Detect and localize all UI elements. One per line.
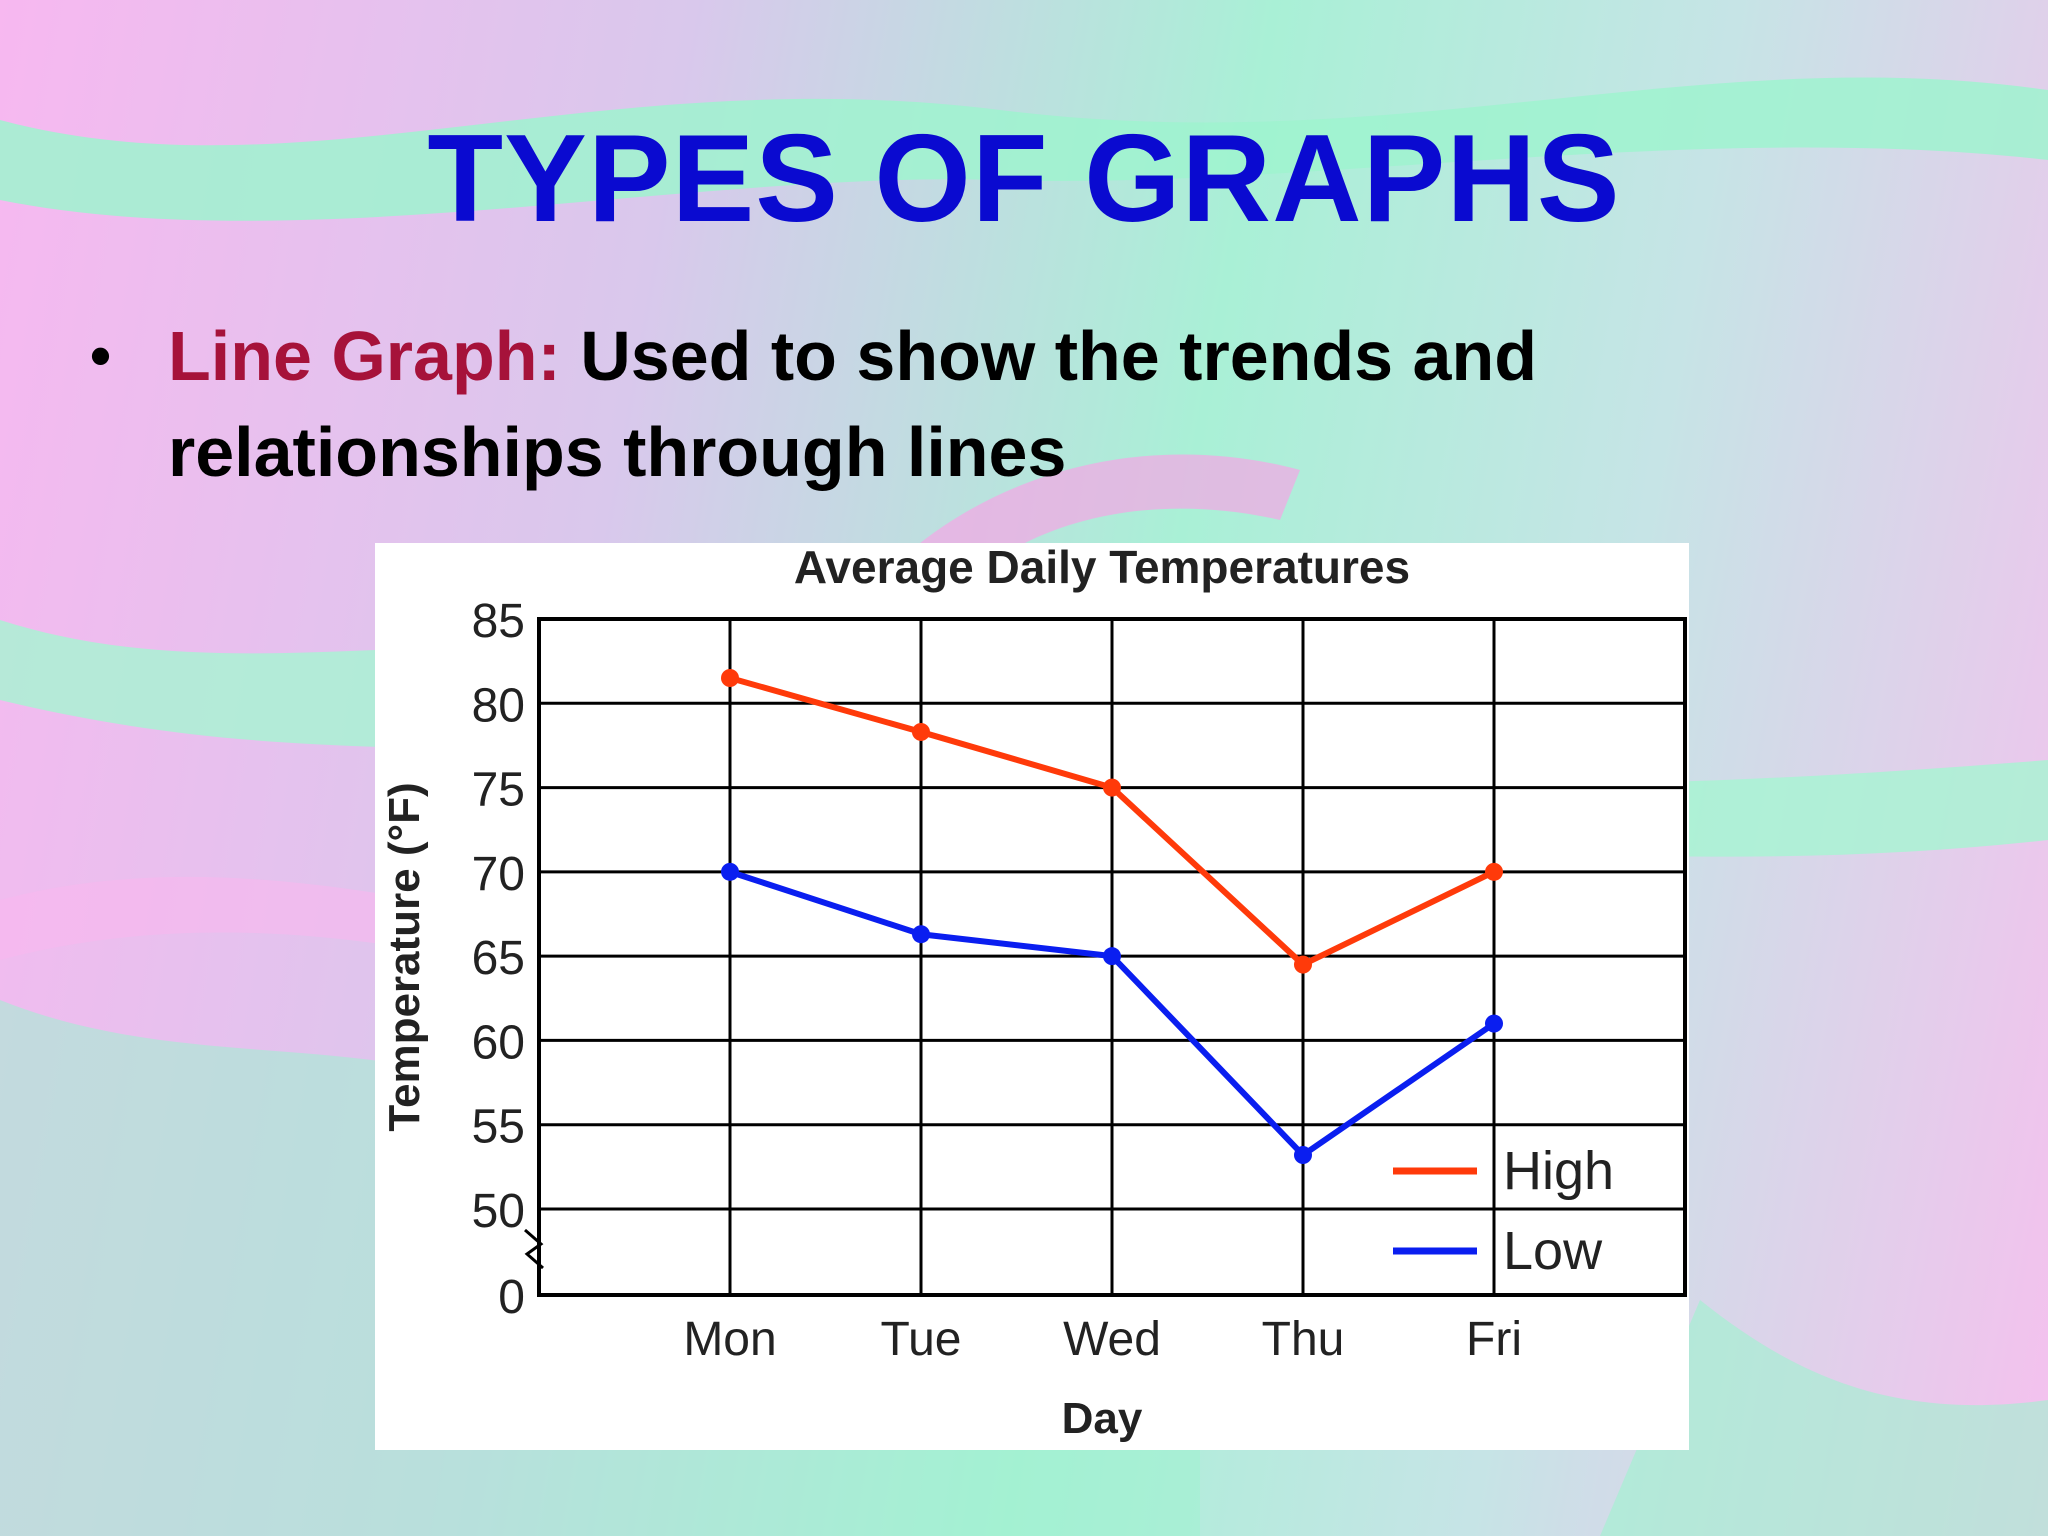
chart-title: Average Daily Temperatures: [794, 543, 1410, 593]
x-tick-label: Wed: [1063, 1313, 1161, 1366]
y-tick-label: 0: [498, 1271, 525, 1324]
data-point-high: [1485, 862, 1503, 881]
data-point-high: [1294, 955, 1312, 974]
bullet-text-block: Line Graph: Used to show the trends and …: [168, 308, 1790, 500]
x-tick-label: Thu: [1262, 1313, 1345, 1366]
y-axis-label: Temperature (°F): [380, 782, 429, 1131]
bullet-item: • Line Graph: Used to show the trends an…: [90, 308, 1790, 500]
chart-card: Average Daily Temperatures 50 55 60 65 70 75 80…: [375, 543, 1689, 1450]
data-point-low: [721, 862, 739, 881]
x-tick-label: Tue: [881, 1313, 962, 1366]
data-point-low: [1103, 947, 1121, 966]
data-point-low: [1485, 1014, 1503, 1033]
legend-label-low: Low: [1503, 1221, 1603, 1281]
legend-label-high: High: [1503, 1141, 1614, 1201]
axis-break-icon: [524, 1228, 544, 1270]
data-point-low: [912, 925, 930, 944]
line-chart: Average Daily Temperatures 50 55 60 65 70 75 80…: [380, 543, 1687, 1443]
plot-frame: [537, 617, 1687, 1297]
bullet-description: Used to show the trends and relationship…: [168, 317, 1538, 491]
data-point-high: [1103, 778, 1121, 797]
x-tick-label: Fri: [1466, 1313, 1522, 1366]
y-tick-label: 80: [472, 679, 525, 732]
y-tick-label: 65: [472, 932, 525, 985]
y-tick-label: 75: [472, 764, 525, 817]
y-tick-label: 55: [472, 1101, 525, 1154]
y-tick-label: 85: [472, 595, 525, 648]
x-tick-label: Mon: [683, 1313, 776, 1366]
bullet-term: Line Graph:: [168, 317, 561, 395]
y-tick-label: 70: [472, 848, 525, 901]
bullet-dot-icon: •: [90, 322, 112, 389]
y-tick-label: 60: [472, 1016, 525, 1069]
data-point-low: [1294, 1146, 1312, 1165]
x-axis-label: Day: [1062, 1394, 1143, 1443]
data-point-high: [721, 669, 739, 687]
slide-title: TYPES OF GRAPHS: [427, 110, 1621, 248]
y-tick-label: 50: [472, 1185, 525, 1238]
data-point-high: [912, 722, 930, 741]
